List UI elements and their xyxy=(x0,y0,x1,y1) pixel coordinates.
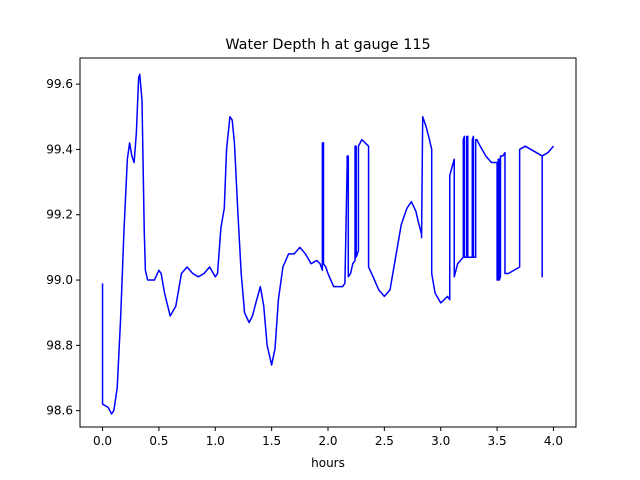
y-tick-label: 99.2 xyxy=(46,208,73,222)
x-tick-label: 1.0 xyxy=(206,434,225,448)
x-tick-label: 3.0 xyxy=(431,434,450,448)
y-tick-label: 98.6 xyxy=(46,404,73,418)
chart-title: Water Depth h at gauge 115 xyxy=(225,37,430,53)
x-tick-label: 2.5 xyxy=(375,434,394,448)
x-tick-label: 0.0 xyxy=(93,434,112,448)
y-tick-label: 98.8 xyxy=(46,338,73,352)
x-tick-label: 1.5 xyxy=(262,434,281,448)
x-tick-label: 2.0 xyxy=(318,434,337,448)
y-tick-label: 99.6 xyxy=(46,77,73,91)
x-axis-ticks: 0.0 0.5 1.0 1.5 2.0 2.5 3.0 3.5 4.0 xyxy=(93,427,563,448)
x-tick-label: 4.0 xyxy=(544,434,563,448)
plot-content xyxy=(101,73,555,415)
x-axis-label: hours xyxy=(311,456,345,470)
y-tick-label: 99.4 xyxy=(46,142,73,156)
series-line-0 xyxy=(101,73,555,415)
x-tick-label: 0.5 xyxy=(149,434,168,448)
x-tick-label: 3.5 xyxy=(488,434,507,448)
y-tick-label: 99.0 xyxy=(46,273,73,287)
y-axis-ticks: 98.6 98.8 99.0 99.2 99.4 99.6 xyxy=(46,77,80,418)
